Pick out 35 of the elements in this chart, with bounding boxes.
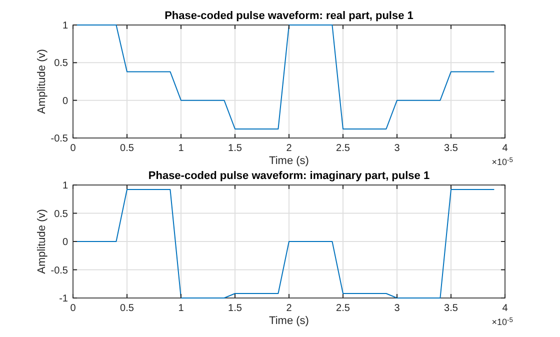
x-tick-label: 3 xyxy=(394,143,400,154)
y-tick-label: 1 xyxy=(62,20,68,32)
x-tick-label: 0.5 xyxy=(120,143,134,154)
x-tick-label: 2.5 xyxy=(336,143,350,154)
y-tick-label: -0.5 xyxy=(50,265,68,276)
chart-title: Phase-coded pulse waveform: imaginary part, pulse 1 xyxy=(148,170,430,182)
x-tick-label: 4 xyxy=(502,303,508,314)
x-tick-label: 3.5 xyxy=(444,303,458,314)
x-tick-label: 4 xyxy=(502,143,508,154)
y-tick-label: 0.5 xyxy=(54,58,68,70)
x-tick-label: 2 xyxy=(286,303,292,314)
x-tick-label: 2 xyxy=(286,143,292,154)
y-tick-label: 0 xyxy=(62,237,68,248)
y-axis-title: Amplitude (v) xyxy=(36,49,48,114)
x-tick-label: 0 xyxy=(70,303,76,314)
x-tick-label: 0 xyxy=(70,143,76,154)
chart-title: Phase-coded pulse waveform: real part, pulse 1 xyxy=(164,10,414,22)
text: ×10$^{-5}$ xyxy=(492,156,514,167)
x-tick-label: 1.5 xyxy=(228,303,242,314)
y-tick-label: 1 xyxy=(62,180,68,192)
x-tick-label: 1 xyxy=(178,143,184,154)
y-tick-label: 0 xyxy=(62,96,68,107)
y-axis-title: Amplitude (v) xyxy=(36,209,48,274)
x-tick-label: 2.5 xyxy=(336,303,350,314)
y-tick-label: -1 xyxy=(59,294,68,304)
x-tick-label: 0.5 xyxy=(120,303,134,314)
y-tick-label: -0.5 xyxy=(50,134,68,144)
x-axis-title: Time (s) xyxy=(269,155,309,167)
x-tick-label: 1 xyxy=(178,303,184,314)
y-tick-label: 0.5 xyxy=(54,208,68,220)
text: ×10$^{-5}$ xyxy=(492,316,514,327)
x-tick-label: 3 xyxy=(394,303,400,314)
x-tick-label: 3.5 xyxy=(444,143,458,154)
x-axis-title: Time (s) xyxy=(269,315,309,327)
x-tick-label: 1.5 xyxy=(228,143,242,154)
